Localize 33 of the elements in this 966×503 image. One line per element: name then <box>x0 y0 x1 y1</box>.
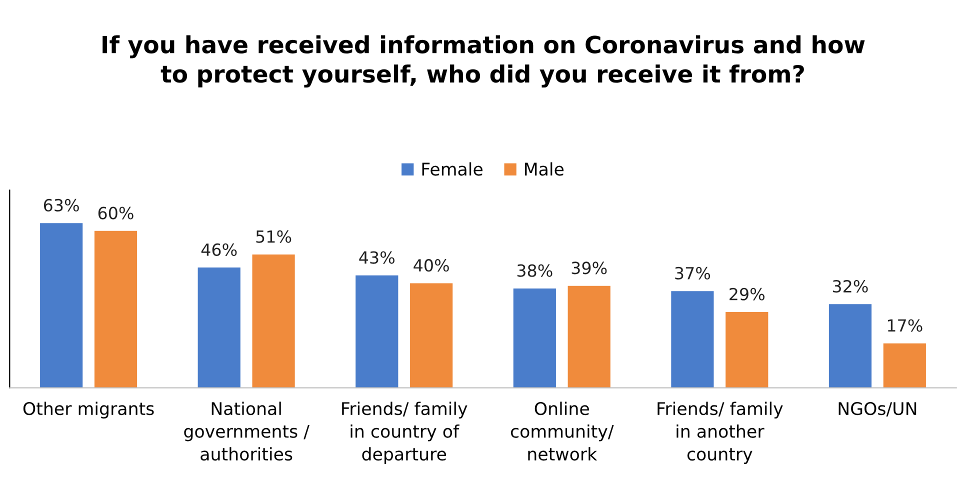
bar <box>252 254 295 388</box>
bar <box>410 283 453 388</box>
legend-label: Male <box>525 162 564 176</box>
x-tick-label: Friends/ family in country of departure <box>342 402 468 464</box>
bar <box>883 343 926 388</box>
bar <box>198 268 240 388</box>
chart-title: If you have received information on Coronavirus and how to protect yourself, who did you receive it from? <box>102 35 865 88</box>
data-label: 46% <box>201 243 237 256</box>
x-tick-label: National governments / authorities <box>184 402 310 461</box>
x-tick-label: Other migrants <box>23 402 154 419</box>
data-label: 38% <box>517 264 552 277</box>
data-label: 51% <box>256 230 292 243</box>
x-tick-label: Friends/ family in another country <box>658 402 783 464</box>
data-label: 17% <box>888 319 922 332</box>
bar <box>94 230 138 388</box>
data-label: 39% <box>572 262 607 274</box>
bar <box>726 312 768 388</box>
x-tick-label: Online community/ network <box>510 402 614 461</box>
x-tick-label: NGOs/UN <box>838 402 916 417</box>
data-label: 63% <box>44 198 79 212</box>
data-label: 29% <box>730 288 764 300</box>
data-label: 32% <box>832 280 868 293</box>
data-label: 40% <box>414 259 449 272</box>
data-label: 60% <box>98 206 134 220</box>
bar <box>40 223 83 388</box>
data-label: 43% <box>359 251 394 264</box>
data-label: 37% <box>675 266 710 280</box>
bar <box>671 291 714 388</box>
bar <box>828 304 872 388</box>
legend-label: Female <box>422 162 482 176</box>
bar <box>356 275 398 388</box>
bar <box>513 288 556 388</box>
bar <box>568 286 610 388</box>
